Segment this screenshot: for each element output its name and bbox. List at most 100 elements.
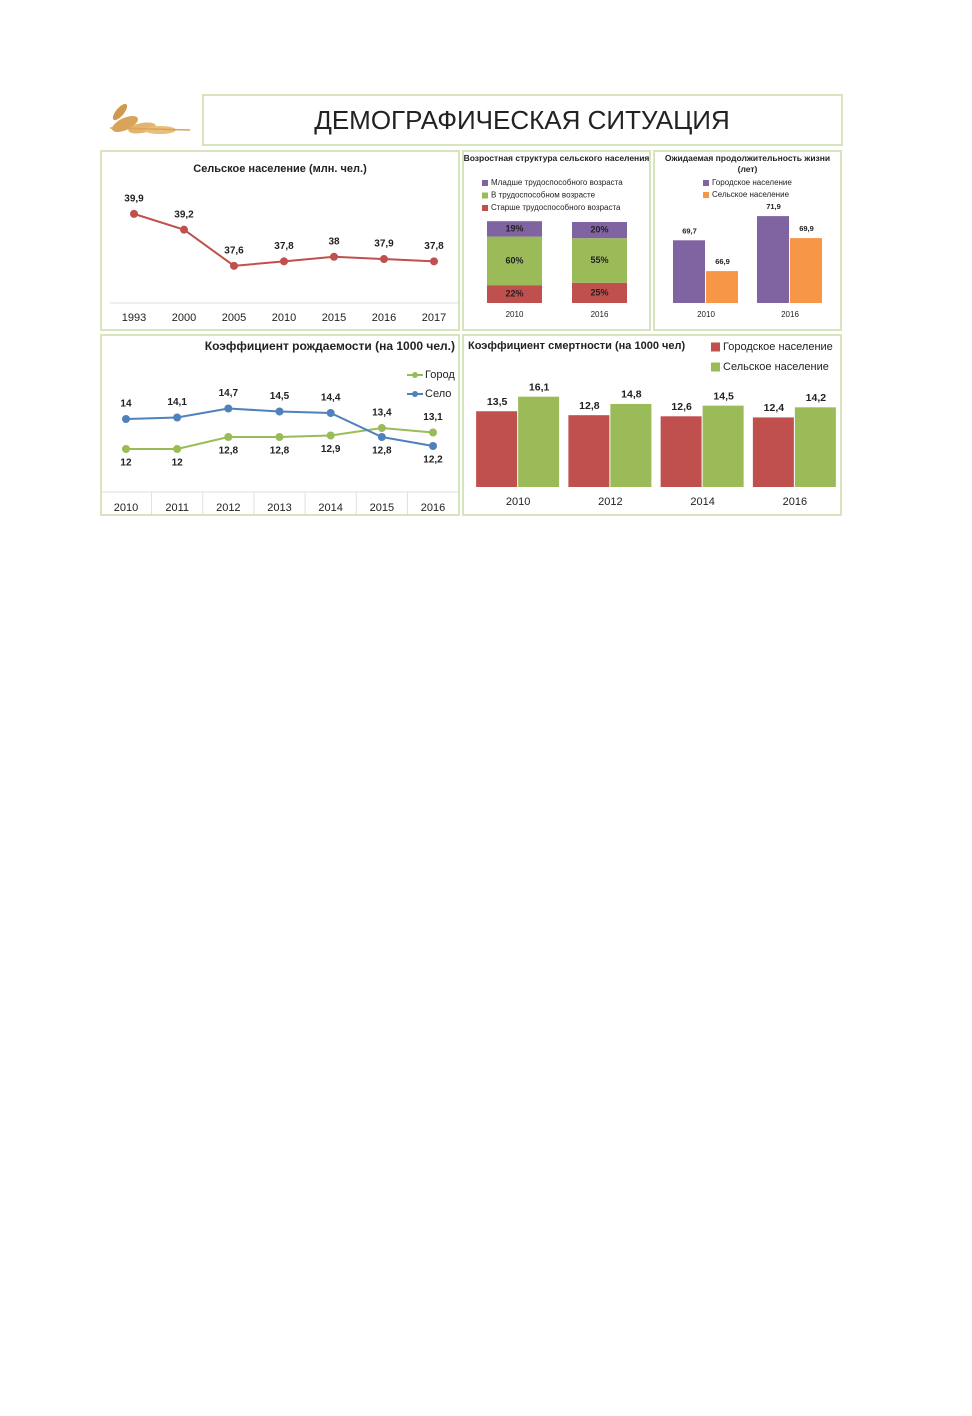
point [377,424,386,432]
bar-segment [572,282,627,303]
panel [653,150,842,331]
bar [752,417,794,487]
bar [660,416,702,487]
x-tick-label: 2012 [216,502,240,514]
title-box [202,94,843,146]
data-label: 39,9 [124,194,144,205]
x-tick-label: 2010 [506,310,524,319]
data-label: 13,1 [423,412,443,423]
x-tick-label: 2016 [591,310,609,319]
point [173,413,182,422]
point [180,225,188,234]
legend-label: В трудоспособном возрасте [491,191,596,200]
point [380,255,388,264]
legend-swatch [711,342,720,352]
panel [100,150,460,331]
data-label: 19% [505,223,523,233]
point [377,433,386,441]
panel [100,334,460,516]
x-tick-label: 2015 [322,312,346,324]
data-label: 12 [172,458,184,469]
point [224,433,233,441]
data-label: 14,2 [806,392,827,404]
x-tick-label: 2010 [114,502,138,514]
bar [794,407,836,487]
data-label: 37,8 [274,241,294,252]
bar [476,411,518,487]
point [326,409,335,417]
data-label: 13,4 [372,408,392,419]
data-label: 37,9 [374,239,394,250]
chart-title: Коэффициент смертности (на 1000 чел) [468,340,686,352]
chart-title: Коэффициент рождаемости (на 1000 чел.) [204,339,455,353]
data-label: 12,8 [270,446,290,457]
x-tick-label: 2013 [267,502,291,514]
data-label: 12,8 [579,400,600,412]
x-tick-label: 2014 [318,502,342,514]
point [230,261,238,270]
chart-title: Возростная структура сельского населения [463,153,650,163]
data-label: 37,6 [224,245,244,256]
x-tick-label: 2017 [422,312,446,324]
data-label: 39,2 [174,209,194,220]
data-label: 60% [505,255,523,265]
x-tick-label: 1993 [122,312,146,324]
data-label: 71,9 [766,202,781,211]
x-tick-label: 2016 [781,310,799,319]
legend-marker [412,391,418,397]
bar-segment [487,221,542,237]
data-label: 14,1 [167,397,187,408]
panel [462,334,842,516]
legend-swatch [482,180,488,186]
bar-segment [487,236,542,286]
legend-label: Сельское население [723,361,829,373]
x-tick-label: 2010 [272,312,296,324]
bar [790,238,822,303]
bar-segment [572,238,627,283]
point [121,445,130,453]
data-label: 14,4 [321,393,341,404]
bar [610,403,652,487]
legend-label: Город [425,369,455,381]
data-label: 14 [120,399,132,410]
bar [702,405,744,487]
point [429,442,438,450]
legend-swatch [703,192,709,198]
data-label: 12,9 [321,444,341,455]
x-tick-label: 2016 [421,502,445,514]
data-label: 14,7 [219,388,239,399]
page-title: ДЕМОГРАФИЧЕСКАЯ СИТУАЦИЯ [314,105,730,135]
data-label: 12,2 [423,455,443,466]
legend-swatch [711,362,720,372]
chart-title: Ожидаемая продолжительность жизни (лет) [664,153,831,175]
point [280,257,288,266]
data-label: 25% [590,287,608,297]
x-tick-label: 2010 [697,310,715,319]
point [224,404,233,413]
bar [568,415,610,487]
bar [673,240,705,303]
data-label: 12,4 [764,402,785,414]
bar [757,216,789,303]
x-tick-label: 2005 [222,312,246,324]
point [173,445,182,453]
point [430,257,438,266]
x-tick-label: 2012 [598,496,622,508]
legend-swatch [482,205,488,211]
legend-label: Сельское население [712,190,790,199]
data-label: 37,8 [424,241,444,252]
point [326,431,335,440]
point [275,407,284,416]
legend-label: Село [425,388,451,400]
legend-label: Младше трудоспособного возраста [491,178,623,187]
point [275,433,284,441]
chart-title: Сельское население (млн. чел.) [193,163,367,175]
wheat-logo [109,103,191,134]
data-label: 69,7 [682,226,697,235]
bar-segment [487,285,542,303]
panel [462,150,651,331]
point [330,252,338,261]
bar [706,271,738,303]
